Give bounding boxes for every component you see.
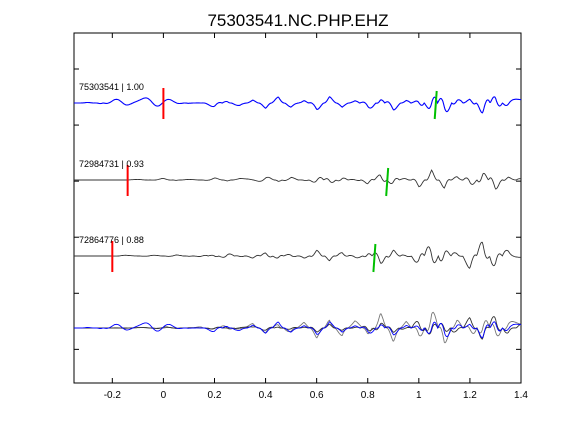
x-tick-label: 1.2 <box>463 390 477 401</box>
chart-title: 75303541.NC.PHP.EHZ <box>207 11 388 30</box>
trace-label-3: 72864776 | 0.88 <box>79 235 144 245</box>
trace-line-3 <box>74 241 522 269</box>
y-axis-ticks <box>74 68 521 350</box>
x-tick-label: 0.6 <box>310 390 324 401</box>
trace-line-2 <box>74 169 522 190</box>
picks-layer <box>111 88 438 273</box>
s-pick-marker-3 <box>372 243 377 273</box>
x-tick-label: 0 <box>161 390 167 401</box>
s-pick-marker-2 <box>385 167 390 197</box>
x-tick-label: 1 <box>416 390 422 401</box>
x-tick-label: 0.4 <box>259 390 273 401</box>
x-tick-label: 1.4 <box>514 390 528 401</box>
trace-label-1: 75303541 | 1.00 <box>79 82 144 92</box>
x-tick-label: 0.8 <box>361 390 375 401</box>
overlay-trace-1 <box>74 321 522 339</box>
traces-layer <box>74 96 522 344</box>
trace-line-1 <box>74 96 522 114</box>
trace-labels-layer: 75303541 | 1.00 72984731 | 0.93 72864776 |… <box>79 82 144 245</box>
x-tick-label: -0.2 <box>104 390 122 401</box>
trace-label-2: 72984731 | 0.93 <box>79 159 144 169</box>
x-tick-label: 0.2 <box>208 390 222 401</box>
plot-area <box>73 32 522 384</box>
x-axis-ticks: -0.2 0 0.2 0.4 0.6 0.8 1 1.2 1.4 <box>104 33 528 401</box>
s-pick-marker-1 <box>433 90 438 120</box>
